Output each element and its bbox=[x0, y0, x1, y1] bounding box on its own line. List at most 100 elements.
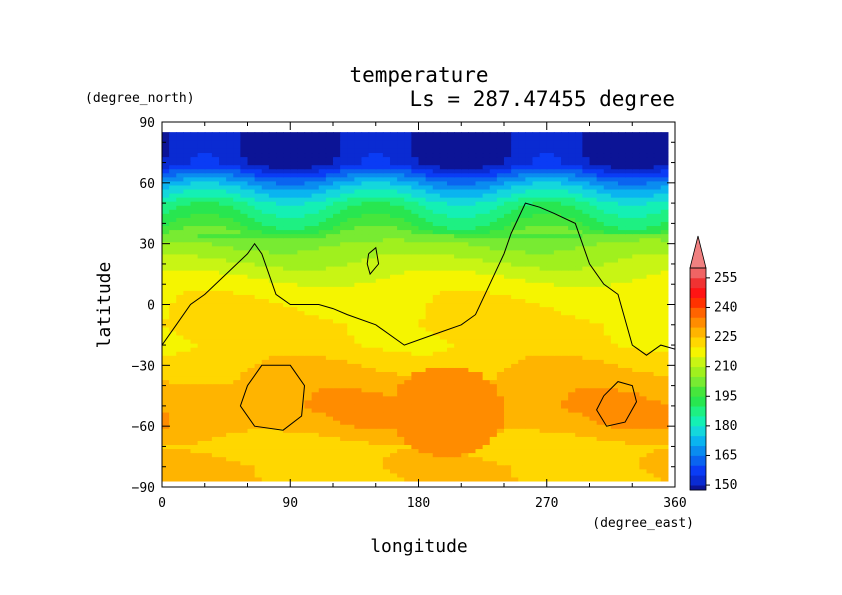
heat-cell bbox=[390, 420, 398, 425]
heat-cell bbox=[176, 472, 184, 478]
heat-cell bbox=[304, 334, 313, 340]
heat-cell bbox=[653, 294, 662, 300]
heat-cell bbox=[482, 334, 491, 340]
heat-cell bbox=[425, 383, 434, 389]
heat-cell bbox=[404, 334, 412, 340]
heat-cell bbox=[226, 476, 234, 482]
heat-cell bbox=[211, 310, 220, 316]
heat-cell bbox=[219, 257, 227, 263]
heat-cell bbox=[404, 375, 412, 381]
heat-cell bbox=[468, 424, 477, 429]
heat-cell bbox=[482, 367, 491, 373]
heat-cell bbox=[489, 359, 498, 364]
heat-cell bbox=[176, 302, 184, 308]
heat-cell bbox=[553, 472, 562, 478]
heat-cell bbox=[240, 233, 249, 239]
heat-cell bbox=[204, 363, 213, 368]
heat-cell bbox=[447, 322, 455, 328]
heat-cell bbox=[304, 192, 313, 198]
heat-cell bbox=[468, 379, 477, 385]
heat-cell bbox=[489, 407, 498, 413]
heat-cell bbox=[325, 294, 334, 300]
heat-cell bbox=[268, 420, 277, 425]
heat-cell bbox=[561, 213, 569, 218]
heat-cell bbox=[197, 192, 206, 198]
heat-cell bbox=[318, 221, 327, 227]
heat-cell bbox=[439, 428, 448, 433]
heat-cell bbox=[639, 420, 648, 425]
heat-cell bbox=[646, 209, 655, 214]
heat-cell bbox=[625, 322, 633, 328]
heat-cell bbox=[190, 201, 199, 206]
heat-cell bbox=[233, 387, 241, 393]
heat-cell bbox=[518, 411, 526, 417]
heat-cell bbox=[546, 261, 555, 267]
heat-cell bbox=[226, 403, 234, 409]
heat-cell bbox=[347, 205, 355, 210]
heat-cell bbox=[268, 221, 277, 227]
heat-cell bbox=[404, 302, 412, 308]
heat-cell bbox=[525, 476, 534, 482]
heat-cell bbox=[610, 306, 619, 312]
heat-cell bbox=[283, 318, 291, 324]
heat-cell bbox=[404, 448, 412, 454]
heat-cell bbox=[553, 363, 562, 368]
heat-cell bbox=[382, 294, 391, 300]
heat-cell bbox=[660, 318, 669, 324]
heat-cell bbox=[247, 383, 256, 389]
heat-cell bbox=[240, 428, 249, 433]
heat-cell bbox=[176, 363, 184, 368]
heat-cell bbox=[361, 197, 370, 202]
heat-cell bbox=[518, 338, 526, 344]
heat-cell bbox=[511, 359, 519, 364]
heat-cell bbox=[211, 253, 220, 259]
heat-cell bbox=[176, 355, 184, 360]
heat-cell bbox=[347, 201, 355, 206]
heat-cell bbox=[211, 302, 220, 308]
heat-cell bbox=[610, 444, 619, 450]
heat-cell bbox=[553, 278, 562, 283]
heat-cell bbox=[404, 472, 412, 478]
heat-cell bbox=[632, 355, 640, 360]
heat-cell bbox=[304, 225, 313, 231]
heat-cell bbox=[318, 420, 327, 425]
heat-cell bbox=[290, 407, 298, 413]
heat-cell bbox=[525, 213, 534, 218]
heat-cell bbox=[461, 286, 469, 291]
heat-cell bbox=[162, 294, 170, 300]
heat-cell bbox=[226, 395, 234, 401]
heat-cell bbox=[496, 245, 505, 251]
heat-cell bbox=[318, 249, 327, 255]
heat-cell bbox=[475, 306, 484, 312]
heat-cell bbox=[568, 476, 576, 482]
heat-cell bbox=[304, 314, 313, 320]
heat-cell bbox=[568, 359, 576, 364]
heat-cell bbox=[461, 314, 469, 320]
heat-cell bbox=[333, 399, 341, 405]
heat-cell bbox=[183, 298, 192, 304]
heat-cell bbox=[382, 472, 391, 478]
heat-cell bbox=[197, 456, 206, 462]
heat-cell bbox=[489, 330, 498, 336]
heat-cell bbox=[546, 359, 555, 364]
heat-cell bbox=[382, 241, 391, 247]
heat-cell bbox=[340, 294, 348, 300]
heat-cell bbox=[561, 302, 569, 308]
heat-cell bbox=[304, 205, 313, 210]
heat-cell bbox=[211, 237, 220, 243]
heat-cell bbox=[511, 383, 519, 389]
heat-cell bbox=[568, 286, 576, 291]
heat-cell bbox=[504, 343, 512, 348]
heat-cell bbox=[169, 452, 177, 458]
heat-cell bbox=[340, 274, 348, 279]
heat-cell bbox=[603, 302, 612, 308]
heat-cell bbox=[382, 318, 391, 324]
heat-cell bbox=[553, 338, 562, 344]
heat-cell bbox=[268, 359, 277, 364]
heat-cell bbox=[582, 395, 591, 401]
heat-cell bbox=[639, 253, 648, 259]
heat-cell bbox=[582, 391, 591, 397]
heat-cell bbox=[511, 322, 519, 328]
heat-cell bbox=[575, 379, 583, 385]
heat-cell bbox=[340, 424, 348, 429]
